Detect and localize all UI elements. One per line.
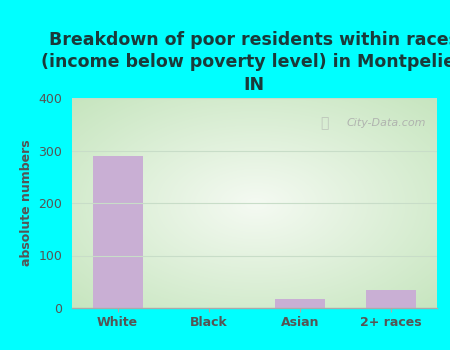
Title: Breakdown of poor residents within races
(income below poverty level) in Montpel: Breakdown of poor residents within races…: [41, 31, 450, 94]
Y-axis label: absolute numbers: absolute numbers: [20, 140, 33, 266]
Text: City-Data.com: City-Data.com: [346, 118, 426, 128]
Text: ⦾: ⦾: [320, 116, 328, 130]
Bar: [93, 156, 143, 308]
Bar: [275, 299, 325, 308]
Bar: [366, 290, 416, 308]
